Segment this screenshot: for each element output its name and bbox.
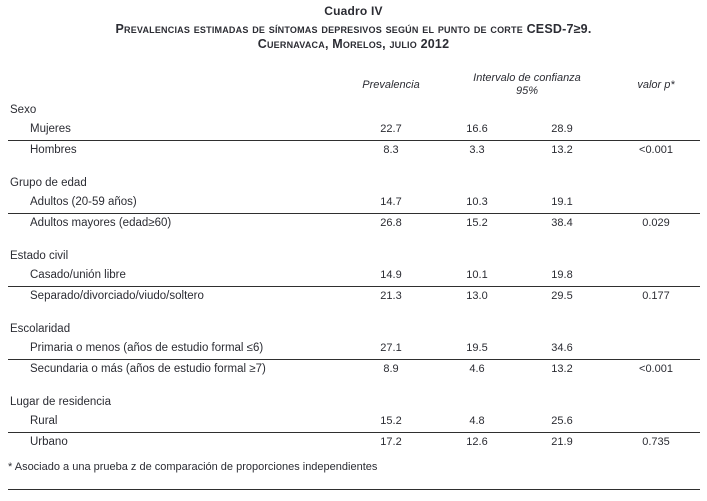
group-label: Escolaridad <box>10 323 71 335</box>
table-row: Mujeres 22.7 16.6 28.9 <box>8 120 700 140</box>
prevalence-value: 14.7 <box>380 196 402 208</box>
ci-high-value: 19.8 <box>551 269 573 281</box>
section-escolaridad: Escolaridad Primaria o menos (años de es… <box>8 319 700 379</box>
table-row: Hombres 8.3 3.3 13.2 <0.001 <box>8 140 700 160</box>
table-row: Adultos mayores (edad≥60) 26.8 15.2 38.4… <box>8 213 700 233</box>
ci-high-value: 38.4 <box>551 217 573 229</box>
ci-low-value: 10.3 <box>466 196 488 208</box>
column-header-prevalence: Prevalencia <box>362 79 420 91</box>
column-header-pvalue: valor p* <box>637 79 675 91</box>
table-title-line1: Prevalencias estimadas de síntomas depre… <box>115 22 592 36</box>
ci-low-value: 12.6 <box>466 436 488 448</box>
prevalence-value: 22.7 <box>380 123 402 135</box>
table-row: Adultos (20-59 años) 14.7 10.3 19.1 <box>8 193 700 213</box>
ci-high-value: 34.6 <box>551 342 573 354</box>
ci-high-value: 29.5 <box>551 290 573 302</box>
p-value: 0.029 <box>642 217 670 229</box>
footnote: * Asociado a una prueba z de comparación… <box>8 461 378 473</box>
group-label: Estado civil <box>10 250 69 262</box>
prevalence-value: 26.8 <box>380 217 402 229</box>
prevalence-value: 17.2 <box>380 436 402 448</box>
row-label: Hombres <box>30 144 77 156</box>
ci-low-value: 3.3 <box>469 144 485 156</box>
prevalence-value: 8.9 <box>383 363 399 375</box>
ci-high-value: 13.2 <box>551 363 573 375</box>
prevalence-value: 14.9 <box>380 269 402 281</box>
row-label: Rural <box>30 415 58 427</box>
p-value <box>612 266 700 286</box>
table-row: Separado/divorciado/viudo/soltero 21.3 1… <box>8 286 700 306</box>
row-label: Mujeres <box>30 123 71 135</box>
table-body: Sexo Mujeres 22.7 16.6 28.9 Hombres 8.3 … <box>8 100 700 465</box>
column-headers: Prevalencia Intervalo de confianza 95% v… <box>8 70 700 100</box>
column-header-confidence-interval: Intervalo de confianza 95% <box>442 72 612 98</box>
table-row: Rural 15.2 4.8 25.6 <box>8 412 700 432</box>
ci-low-value: 16.6 <box>466 123 488 135</box>
table-caption: Cuadro IV Prevalencias estimadas de sínt… <box>0 4 707 52</box>
row-label: Adultos mayores (edad≥60) <box>30 217 172 229</box>
row-label: Adultos (20-59 años) <box>30 196 137 208</box>
table-row: Secundaria o más (años de estudio formal… <box>8 359 700 379</box>
ci-header-line2: 95% <box>515 85 539 97</box>
group-label: Grupo de edad <box>10 177 87 189</box>
ci-low-value: 15.2 <box>466 217 488 229</box>
p-value: <0.001 <box>639 363 673 375</box>
ci-high-value: 19.1 <box>551 196 573 208</box>
p-value: 0.735 <box>642 436 670 448</box>
p-value <box>612 412 700 432</box>
row-label: Secundaria o más (años de estudio formal… <box>30 363 266 375</box>
group-label: Lugar de residencia <box>10 396 112 408</box>
section-estado-civil: Estado civil Casado/unión libre 14.9 10.… <box>8 246 700 306</box>
prevalence-value: 27.1 <box>380 342 402 354</box>
ci-low-value: 10.1 <box>466 269 488 281</box>
ci-header-line1: Intervalo de confianza <box>473 72 581 84</box>
table-row: Casado/unión libre 14.9 10.1 19.8 <box>8 266 700 286</box>
row-label: Urbano <box>30 436 68 448</box>
prevalence-value: 21.3 <box>380 290 402 302</box>
p-value <box>612 339 700 359</box>
ci-low-value: 4.6 <box>469 363 485 375</box>
p-value: <0.001 <box>639 144 673 156</box>
ci-low-value: 4.8 <box>469 415 485 427</box>
ci-low-value: 13.0 <box>466 290 488 302</box>
table-row: Primaria o menos (años de estudio formal… <box>8 339 700 359</box>
section-grupo-de-edad: Grupo de edad Adultos (20-59 años) 14.7 … <box>8 173 700 233</box>
row-label: Separado/divorciado/viudo/soltero <box>30 290 204 302</box>
ci-high-value: 13.2 <box>551 144 573 156</box>
section-sexo: Sexo Mujeres 22.7 16.6 28.9 Hombres 8.3 … <box>8 100 700 160</box>
bottom-rule <box>8 489 700 490</box>
table-row: Urbano 17.2 12.6 21.9 0.735 <box>8 432 700 452</box>
p-value: 0.177 <box>642 290 670 302</box>
ci-high-value: 28.9 <box>551 123 573 135</box>
prevalence-value: 8.3 <box>383 144 399 156</box>
ci-high-value: 25.6 <box>551 415 573 427</box>
prevalence-value: 15.2 <box>380 415 402 427</box>
ci-high-value: 21.9 <box>551 436 573 448</box>
table-number: Cuadro IV <box>324 4 383 18</box>
ci-low-value: 19.5 <box>466 342 488 354</box>
p-value <box>612 120 700 140</box>
table-title-line2: Cuernavaca, Morelos, julio 2012 <box>257 37 450 51</box>
group-label: Sexo <box>10 104 37 116</box>
section-lugar-de-residencia: Lugar de residencia Rural 15.2 4.8 25.6 … <box>8 392 700 452</box>
row-label: Casado/unión libre <box>30 269 126 281</box>
p-value <box>612 193 700 213</box>
row-label: Primaria o menos (años de estudio formal… <box>30 342 264 354</box>
